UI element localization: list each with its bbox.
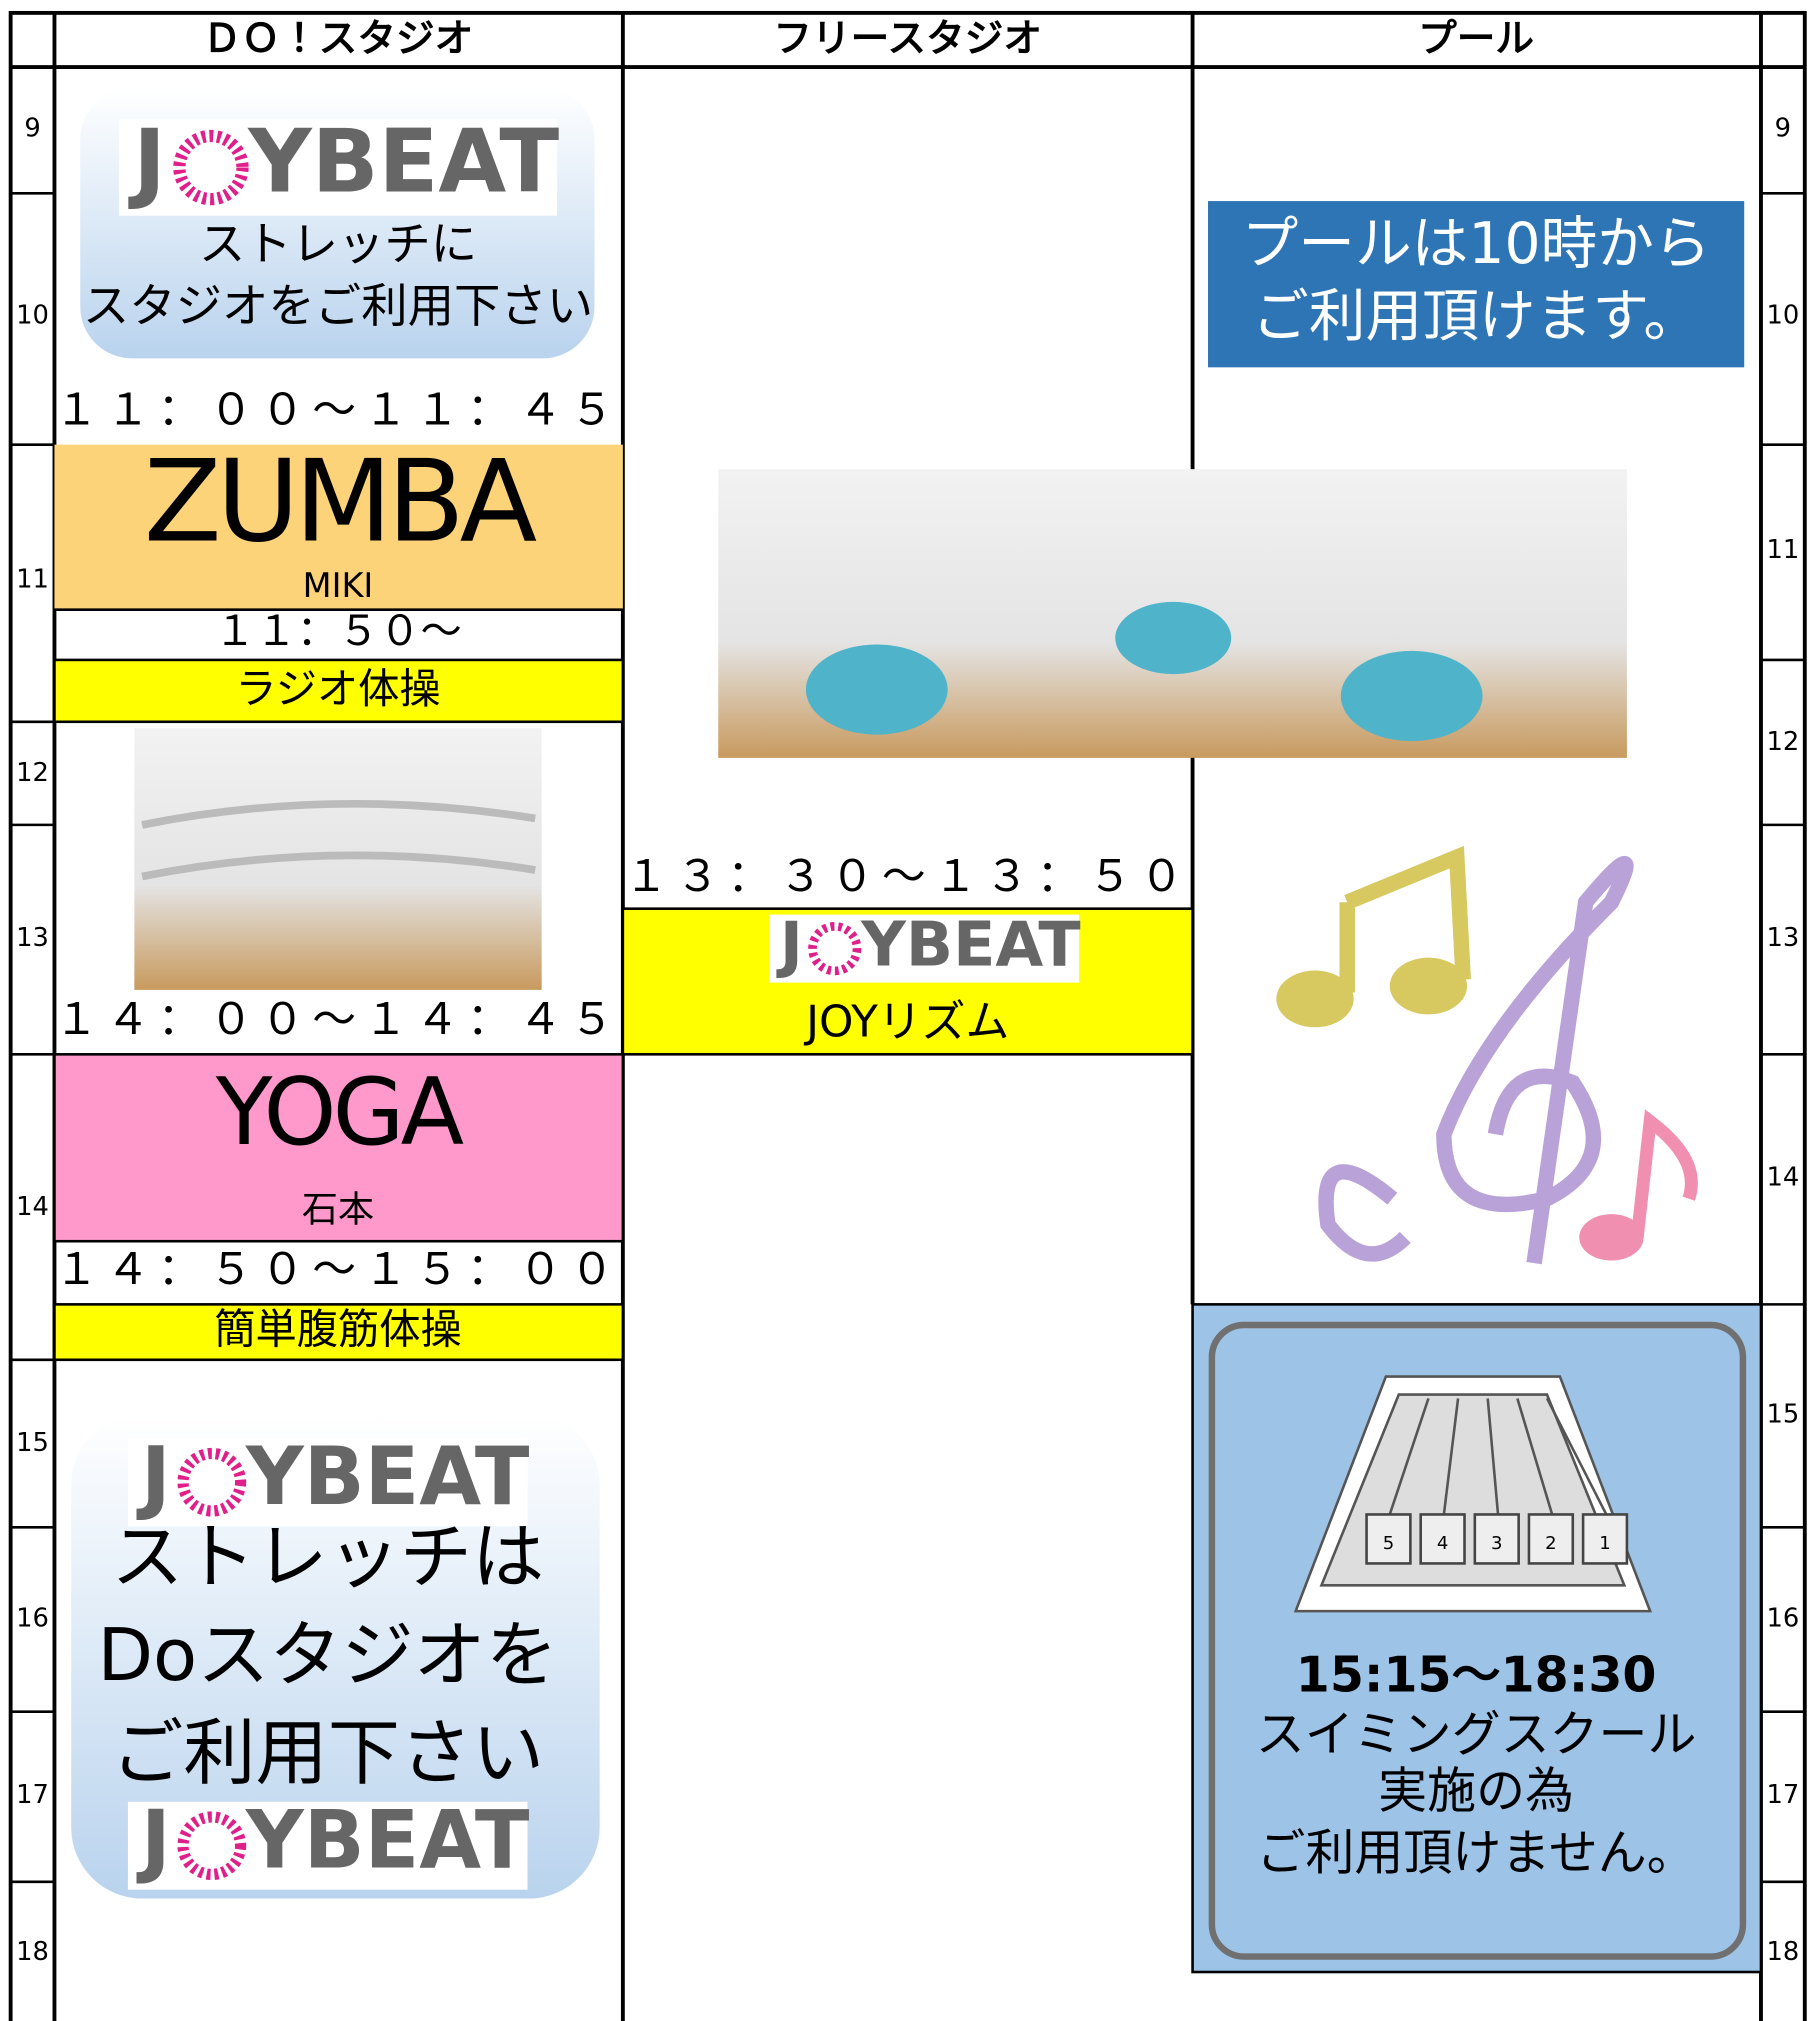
school-text: スイミングスクール [1256,1706,1697,1763]
logo-bg [127,1438,528,1527]
lane-line [1516,1398,1554,1515]
column-header: フリースタジオ [773,17,1042,62]
yoga-block [53,1053,625,1243]
logo-text: J [136,1430,171,1523]
lane-number: 5 [1383,1533,1394,1554]
table-border [8,10,1807,2021]
school-text: ご利用頂けません。 [1256,1825,1695,1882]
joybeat-logo: J YBEAT [127,1430,530,1527]
logo-text: YBEAT [860,909,1080,981]
notice-text: プールは10時から [1242,211,1711,277]
hour-label: 10 [1766,300,1799,330]
logo-bg [127,1801,528,1890]
school-text: 15:15～18:30 [1296,1647,1657,1704]
hour-label: 13 [16,923,49,953]
lane-block [1365,1513,1412,1565]
hour-label: 9 [24,113,40,143]
lane-block [1473,1513,1520,1565]
instructor: MIKI [303,566,374,605]
lane-number: 1 [1599,1533,1610,1554]
hour-label: 9 [1775,113,1791,143]
hour-label: 15 [16,1428,49,1458]
hour-label: 12 [16,758,49,788]
hour-label: 10 [16,300,49,330]
hour-label: 18 [16,1937,49,1967]
lane-number: 2 [1545,1533,1556,1554]
logo-circle [177,1447,247,1517]
school-text: 実施の為 [1378,1763,1574,1820]
class-title: ZUMBA [144,435,537,567]
hour-label: 11 [16,565,49,595]
music-notes [1276,845,1698,1265]
joybeat-box [71,1413,600,1899]
box-text: Doスタジオを [97,1614,557,1698]
class-title: YOGA [215,1058,464,1166]
column-header: ＤＯ！スタジオ [203,17,474,62]
lane-number: 4 [1437,1533,1448,1554]
class-time: １４：５０～１５：００ [55,1244,622,1295]
notice-text: ご利用頂けます。 [1252,283,1700,349]
lane-line [1545,1397,1608,1516]
logo-text: YBEAT [245,1430,530,1523]
hour-label: 12 [1766,727,1799,757]
logo-circle [808,922,862,976]
lane-line [1486,1398,1500,1515]
zumba-block [54,444,623,610]
class-time: １１：００～１１：４５ [55,384,622,435]
logo-text: YBEAT [245,1794,530,1887]
class-title: ラジオ体操 [235,665,440,713]
instructor: 石本 [302,1189,374,1231]
logo-text: J [776,909,803,981]
radio-block [53,658,625,724]
logo-circle [173,129,249,206]
hour-label: 17 [1766,1780,1799,1810]
hour-label: 14 [1766,1163,1799,1193]
lane-line [1442,1398,1460,1515]
hour-label: 17 [16,1780,49,1810]
hour-label: 13 [1766,923,1799,953]
hour-label: 16 [1766,1603,1799,1633]
joybeat-logo: J YBEAT [118,110,559,216]
class-title: 簡単腹筋体操 [214,1306,461,1354]
logo-circle [177,1811,247,1881]
logo-text: J [136,1794,171,1887]
box-text: スタジオをご利用下さい [83,279,593,333]
hour-label: 11 [1766,535,1799,565]
hour-label: 15 [1766,1400,1799,1430]
column-header: プール [1418,17,1534,62]
box-text: ストレッチに [199,217,477,271]
box-text: ストレッチは [111,1516,544,1600]
lane-block [1419,1513,1466,1565]
hour-label: 18 [1766,1937,1799,1967]
class-title: JOYリズム [803,997,1009,1048]
lane-block [1527,1513,1575,1565]
lane-block [1581,1513,1629,1565]
abs-block [53,1303,625,1362]
box-text: ご利用下さい [111,1712,544,1796]
joybeat-logo: J YBEAT [769,909,1081,983]
logo-text: YBEAT [247,110,559,212]
pool-notice [1208,201,1745,368]
hour-label: 16 [16,1603,49,1633]
lane-number: 3 [1491,1533,1502,1554]
class-time: １３：３０～１３：５０ [624,851,1191,902]
class-time: １４：００～１４：４５ [55,994,622,1045]
class-time: １１：５０～ [214,607,461,655]
lane-line [1388,1398,1430,1515]
logo-text: J [128,110,166,212]
hour-label: 14 [16,1192,49,1222]
joybeat-logo: J YBEAT [127,1794,530,1890]
